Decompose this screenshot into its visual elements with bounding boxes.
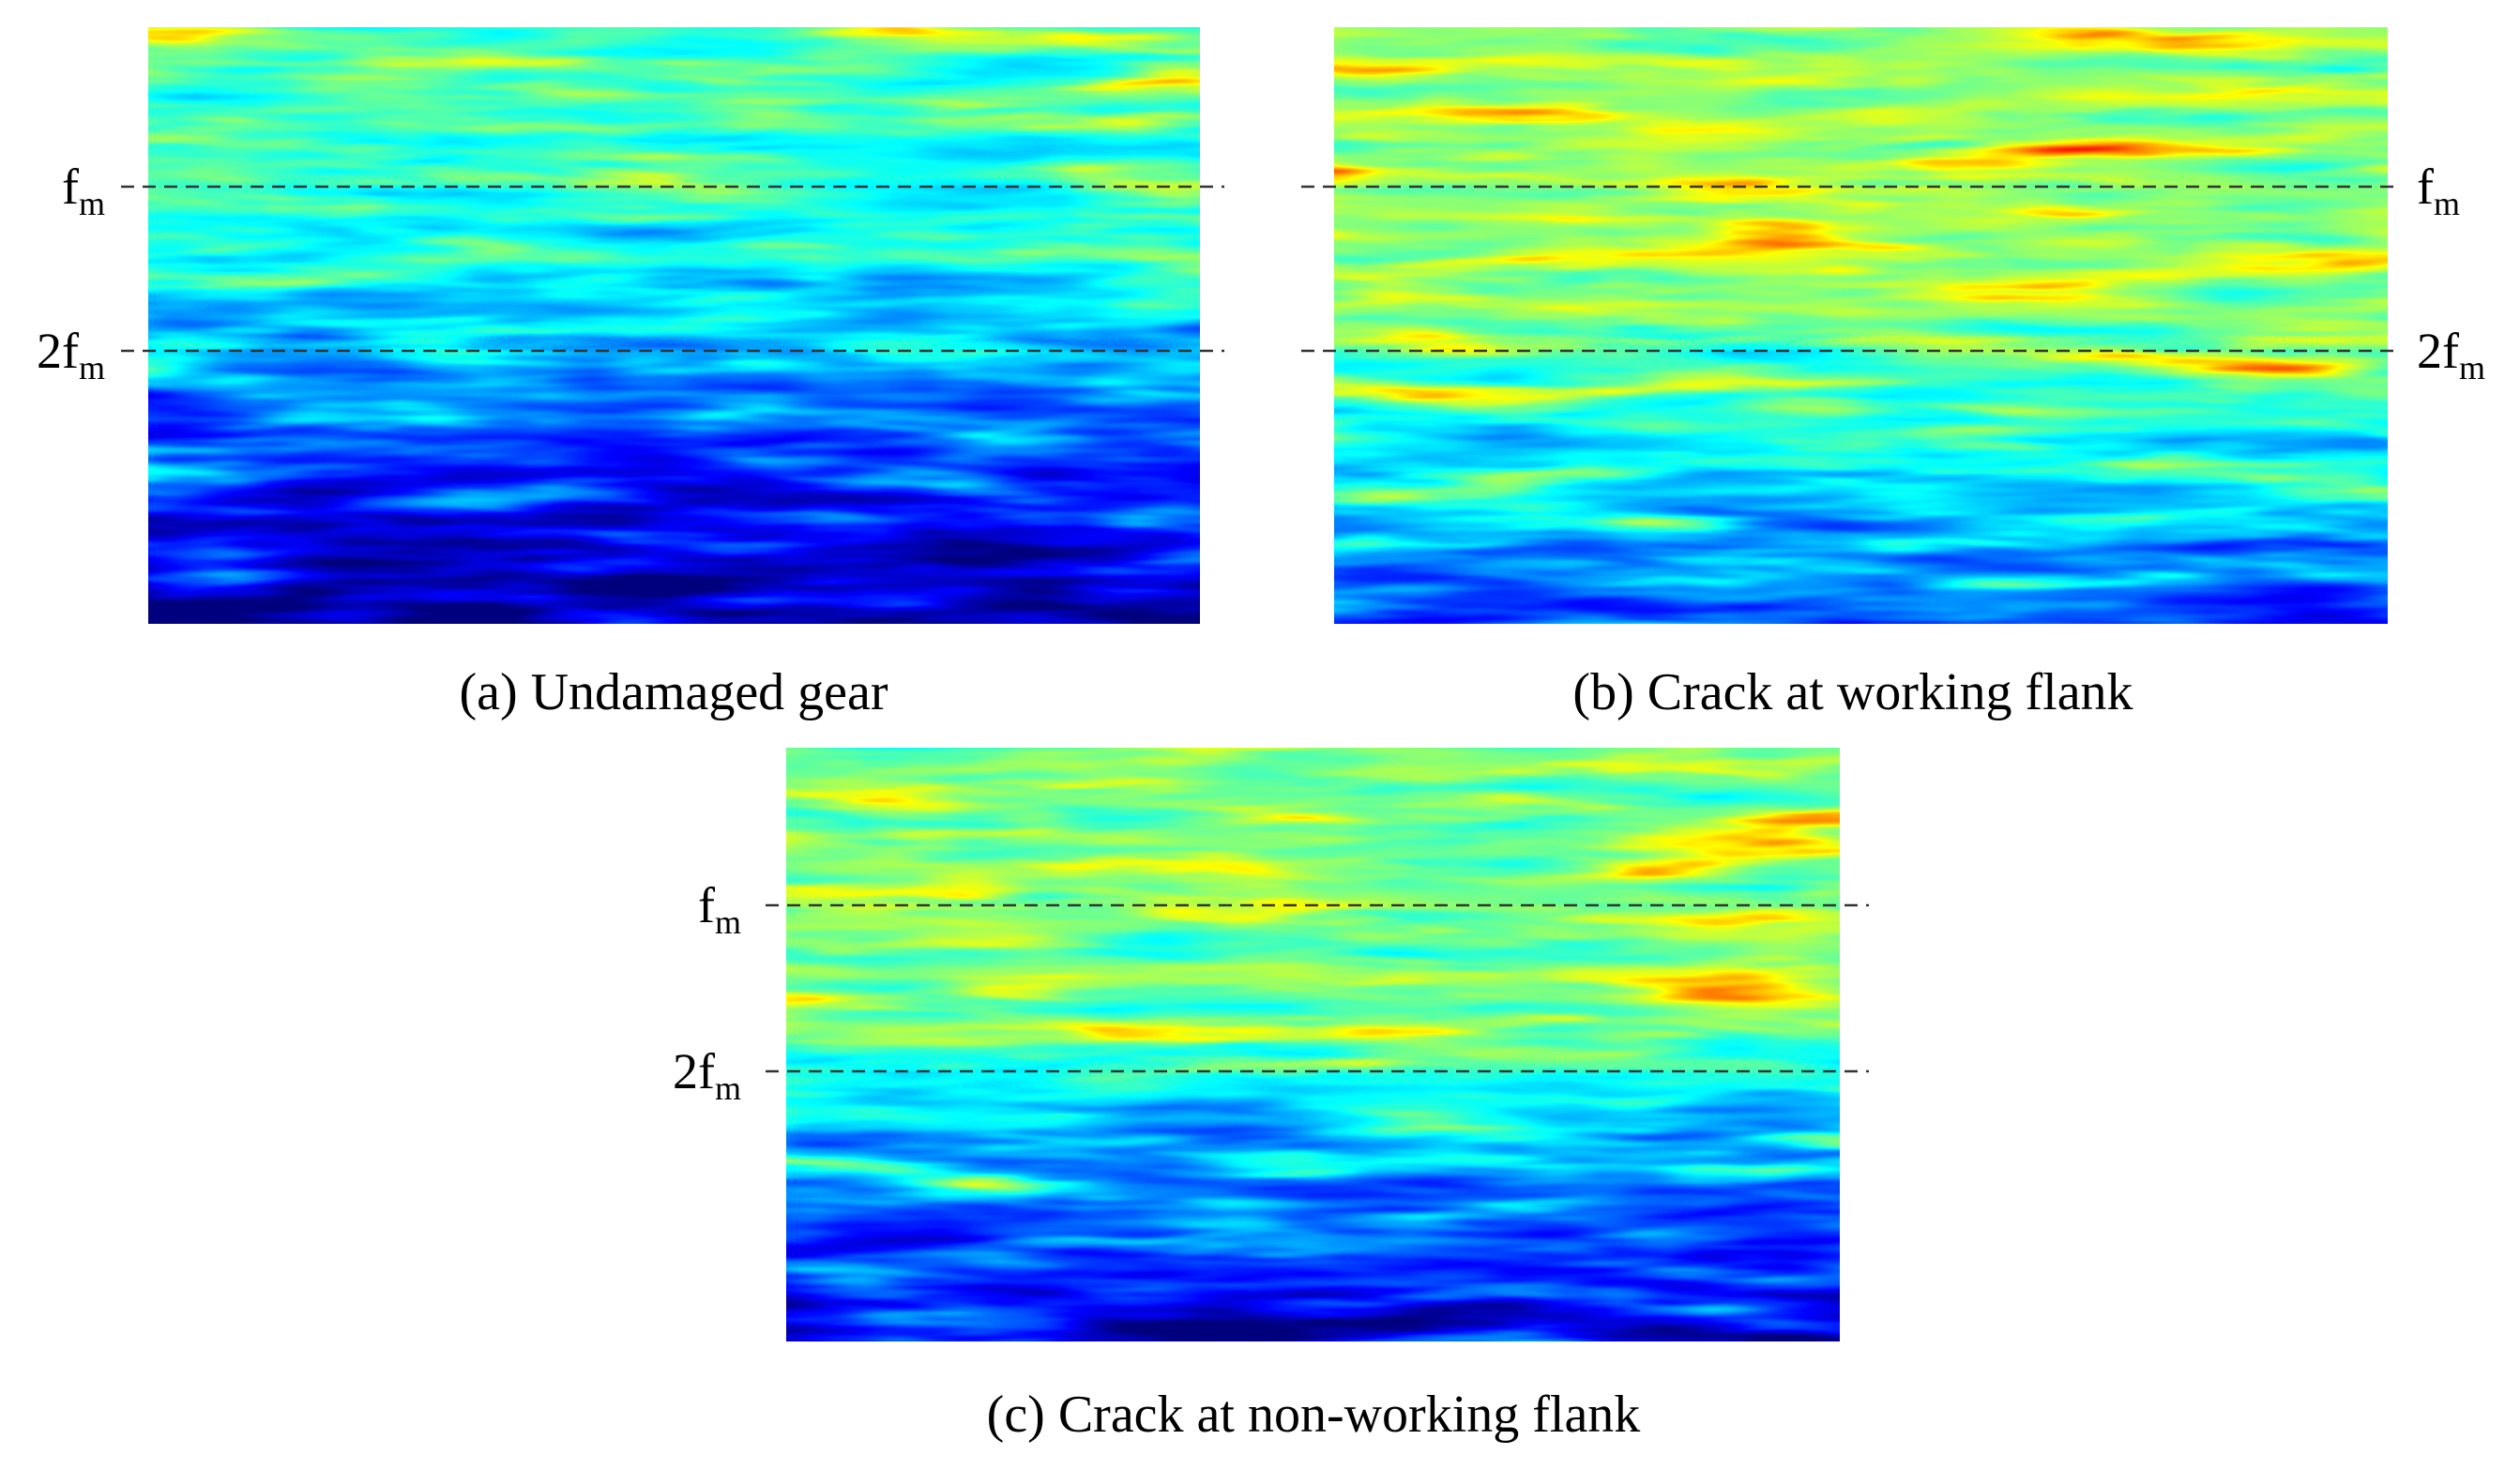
panel-a: fm 2fm (a) Undamaged gear [37,27,1224,721]
label-sub: m [79,349,105,386]
caption: (b) Crack at working flank [1572,663,2133,721]
spectrogram [148,27,1200,624]
spectrogram [1334,27,2388,624]
label-main: 2f [2417,323,2459,379]
label-main: f [62,159,79,215]
label-main: 2f [37,323,79,379]
frequency-label: fm [2417,159,2460,222]
frequency-label: 2fm [2417,323,2485,386]
frequency-label: 2fm [37,323,105,386]
label-main: f [2417,159,2434,215]
panel-c: fm 2fm (c) Crack at non-working flank [673,748,1869,1444]
frequency-label: fm [62,159,105,222]
label-sub: m [2434,185,2460,222]
frequency-label: fm [698,877,741,941]
caption: (c) Crack at non-working flank [987,1386,1641,1444]
label-sub: m [79,185,105,222]
label-main: f [698,877,715,933]
panel-b: fm 2fm (b) Crack at working flank [1301,27,2485,721]
label-sub: m [2459,349,2485,386]
label-sub: m [715,1069,741,1107]
spectrogram [786,748,1840,1341]
caption: (a) Undamaged gear [459,663,888,721]
label-main: 2f [673,1043,715,1099]
label-sub: m [715,903,741,941]
frequency-label: 2fm [673,1043,741,1107]
